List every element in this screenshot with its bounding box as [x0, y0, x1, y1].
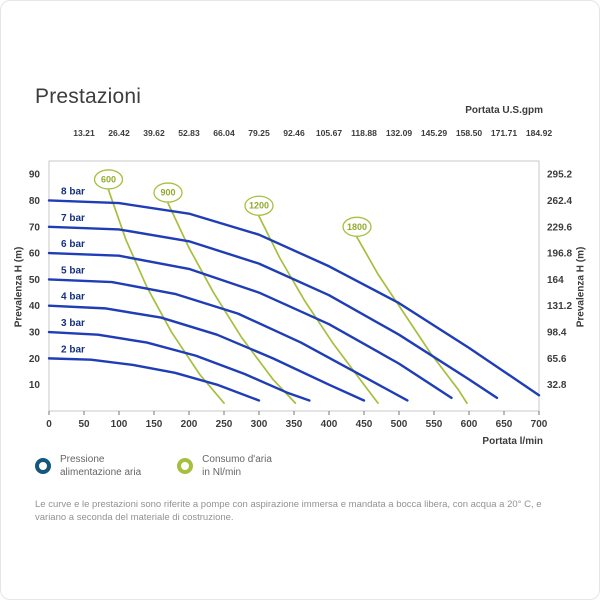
right-axis-title: Prevalenza H (m) — [575, 246, 587, 328]
air-curve-1200 — [258, 215, 379, 404]
y-right-tick-label: 131.2 — [547, 301, 572, 312]
gpm-tick-label: 171.71 — [491, 128, 518, 138]
legend-item-air: Consumo d'aria in Nl/min — [177, 453, 272, 479]
x-axis-tick-label: 600 — [461, 419, 478, 430]
air-curve-900 — [167, 202, 297, 404]
pressure-curve-2-bar — [47, 357, 261, 402]
pressure-curve-3-bar — [47, 330, 311, 402]
pressure-curve-label: 5 bar — [61, 265, 85, 276]
gpm-tick-label: 52.83 — [178, 128, 200, 138]
gpm-tick-label: 79.25 — [248, 128, 270, 138]
x-axis-tick-label: 300 — [251, 419, 268, 430]
gpm-tick-label: 145.29 — [421, 128, 448, 138]
x-axis-tick-label: 200 — [181, 419, 198, 430]
air-curve-label: 1200 — [249, 201, 269, 211]
x-axis-tick-label: 350 — [286, 419, 303, 430]
pressure-curve-7-bar — [47, 225, 499, 400]
y-left-tick-label: 50 — [29, 275, 41, 286]
x-axis-tick-label: 700 — [531, 419, 548, 430]
y-right-tick-label: 262.4 — [547, 196, 572, 207]
x-axis-tick-label: 500 — [391, 419, 408, 430]
air-label-circle-1200 — [244, 195, 274, 216]
y-left-tick-label: 20 — [29, 354, 41, 365]
gpm-tick-label: 105.67 — [316, 128, 343, 138]
y-left-tick-label: 70 — [29, 222, 41, 233]
air-curve-label: 1800 — [347, 222, 367, 232]
gpm-tick-label: 184.92 — [526, 128, 553, 138]
y-left-tick-label: 10 — [29, 380, 41, 391]
legend-air-line1: Consumo d'aria — [202, 454, 272, 465]
gpm-tick-label: 118.88 — [351, 128, 377, 138]
x-axis-tick-label: 550 — [426, 419, 443, 430]
air-label-circle-600 — [93, 169, 124, 190]
pressure-curve-6-bar — [47, 251, 453, 400]
x-axis-tick-label: 450 — [356, 419, 373, 430]
y-left-tick-label: 90 — [29, 170, 41, 181]
pressure-curve-4-bar — [47, 304, 366, 402]
bottom-axis-title: Portata l/min — [482, 436, 543, 447]
air-curve-600 — [107, 189, 225, 404]
x-axis-tick-label: 50 — [78, 419, 90, 430]
y-right-tick-label: 65.6 — [547, 354, 567, 365]
air-curve-1800 — [356, 236, 468, 404]
x-axis-tick-label: 0 — [46, 419, 52, 430]
pressure-curve-5-bar — [47, 278, 409, 402]
y-right-tick-label: 98.4 — [547, 328, 567, 339]
legend-pressure-line1: Pressione — [60, 454, 105, 465]
pressure-curve-label: 8 bar — [61, 186, 85, 197]
gpm-tick-label: 39.62 — [143, 128, 165, 138]
x-axis-tick-label: 400 — [321, 419, 338, 430]
legend-item-pressure: Pressione alimentazione aria — [35, 453, 141, 479]
gpm-tick-label: 26.42 — [108, 128, 130, 138]
performance-chart: 0 50 100 150 200 250 300 350 400 450 500 550 600 650 7… — [29, 128, 573, 430]
top-axis-title: Portata U.S.gpm — [465, 105, 543, 116]
legend-label-pressure: Pressione alimentazione aria — [60, 453, 141, 479]
y-right-tick-label: 32.8 — [547, 380, 567, 391]
y-left-tick-label: 40 — [29, 301, 41, 312]
air-curve-label: 600 — [101, 174, 116, 184]
pressure-curve-label: 2 bar — [61, 344, 85, 355]
air-curve-label: 900 — [160, 188, 175, 198]
y-right-tick-label: 164 — [547, 275, 564, 286]
y-left-tick-label: 80 — [29, 196, 41, 207]
pressure-legend-ring-icon — [35, 458, 51, 474]
air-label-circle-1800 — [342, 216, 372, 237]
air-label-circle-900 — [153, 182, 183, 203]
gpm-tick-label: 92.46 — [283, 128, 305, 138]
page-title: Prestazioni — [35, 85, 142, 108]
legend-pressure-line2: alimentazione aria — [60, 467, 142, 478]
legend: Pressione alimentazione aria Consumo d'a… — [35, 453, 272, 479]
footnote: Le curve e le prestazioni sono riferite … — [35, 499, 542, 524]
gpm-tick-label: 158.50 — [456, 128, 483, 138]
y-left-tick-label: 60 — [29, 249, 41, 260]
legend-label-air: Consumo d'aria in Nl/min — [202, 453, 272, 479]
gpm-tick-label: 66.04 — [213, 128, 235, 138]
pressure-curve-label: 4 bar — [61, 292, 85, 303]
legend-air-line2: in Nl/min — [202, 467, 242, 478]
gpm-tick-label: 132.09 — [386, 128, 413, 138]
pressure-curve-label: 6 bar — [61, 239, 85, 250]
pressure-curve-8-bar — [47, 199, 541, 397]
x-axis-tick-label: 150 — [146, 419, 163, 430]
air-legend-ring-icon — [177, 458, 194, 474]
x-axis-tick-label: 100 — [111, 419, 128, 430]
gpm-tick-label: 13.21 — [73, 128, 95, 138]
y-right-tick-label: 196.8 — [547, 249, 572, 260]
x-axis-tick-label: 250 — [216, 419, 233, 430]
plot-border — [48, 160, 540, 412]
y-left-tick-label: 30 — [29, 328, 41, 339]
pressure-curve-label: 7 bar — [61, 213, 85, 224]
pressure-curve-label: 3 bar — [61, 318, 85, 329]
y-right-tick-label: 229.6 — [547, 222, 572, 233]
y-right-tick-label: 295.2 — [547, 170, 572, 181]
x-axis-tick-label: 650 — [496, 419, 513, 430]
